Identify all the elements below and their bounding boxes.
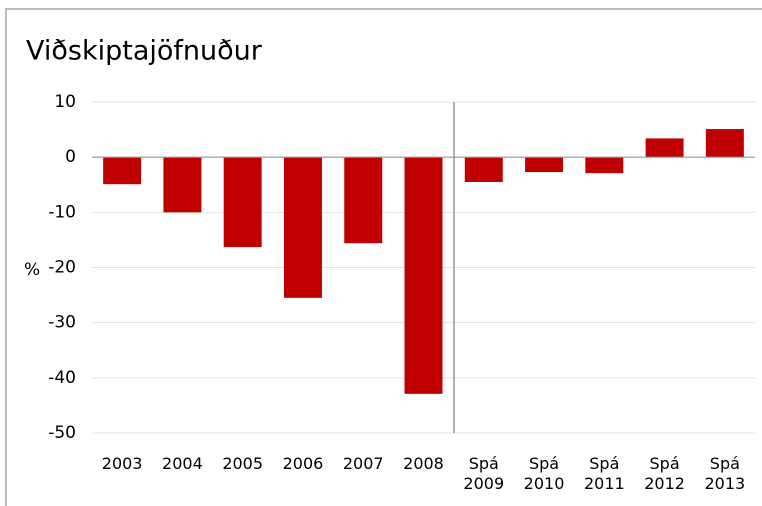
- y-axis-label: %: [24, 260, 40, 280]
- bar: [103, 157, 142, 185]
- chart-title: Viðskiptajöfnuður: [26, 36, 263, 67]
- frame: [5, 8, 762, 506]
- x-tick-label: 2003: [101, 454, 143, 473]
- y-tick-label: -30: [48, 313, 76, 333]
- x-tick-label: Spá 2013: [704, 454, 746, 493]
- bar: [344, 157, 383, 244]
- bar: [223, 157, 262, 248]
- y-tick-label: 10: [54, 92, 76, 112]
- bar: [404, 157, 443, 394]
- bar: [645, 138, 684, 158]
- x-tick-label: 2005: [222, 454, 264, 473]
- x-tick-label: Spá 2011: [583, 454, 625, 493]
- y-tick-label: 0: [65, 147, 76, 167]
- bar: [283, 157, 322, 298]
- y-tick-label: -20: [48, 258, 76, 278]
- bar: [464, 157, 503, 182]
- bar: [705, 129, 744, 158]
- x-tick-label: 2006: [282, 454, 324, 473]
- x-tick-label: Spá 2012: [644, 454, 685, 493]
- x-tick-label: 2008: [403, 454, 444, 473]
- bar: [163, 157, 202, 213]
- y-tick-label: -40: [48, 368, 76, 388]
- bar: [585, 157, 624, 174]
- y-tick-label: -50: [48, 423, 76, 443]
- y-tick-label: -10: [48, 202, 76, 222]
- x-tick-label: Spá 2009: [463, 454, 505, 493]
- x-tick-label: 2007: [342, 454, 384, 473]
- bar: [525, 157, 564, 173]
- x-tick-label: Spá 2010: [523, 454, 565, 493]
- x-tick-label: 2004: [162, 454, 203, 473]
